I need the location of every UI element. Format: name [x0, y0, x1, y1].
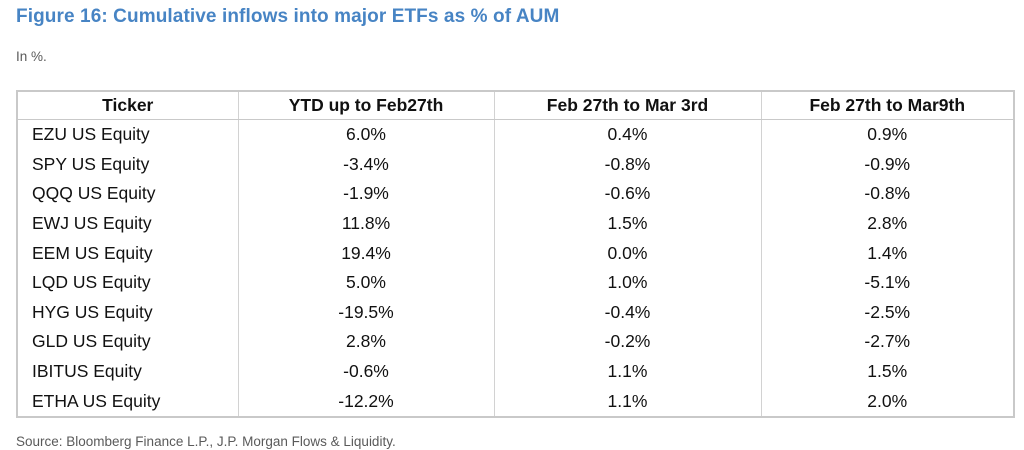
column-header-ytd: YTD up to Feb27th	[237, 91, 494, 120]
value-cell: 1.1%	[493, 386, 761, 417]
value-cell: 1.0%	[493, 267, 761, 298]
table-header: Ticker YTD up to Feb27th Feb 27th to Mar…	[17, 91, 1014, 120]
value-cell: 19.4%	[237, 238, 494, 268]
ticker-cell: QQQ US Equity	[32, 183, 156, 204]
value-cell: 2.8%	[760, 208, 1014, 239]
column-header-ticker: Ticker	[17, 91, 238, 120]
table-row: ETHA US Equity -12.2% 1.1% 2.0%	[17, 386, 1014, 417]
value-cell: 11.8%	[237, 208, 494, 239]
etf-flows-table: Ticker YTD up to Feb27th Feb 27th to Mar…	[16, 90, 1015, 418]
source-note: Source: Bloomberg Finance L.P., J.P. Mor…	[16, 433, 396, 449]
table-row: QQQ US Equity -1.9% -0.6% -0.8%	[17, 179, 1014, 209]
value-cell: 1.4%	[760, 238, 1014, 268]
value-cell: -0.6%	[493, 179, 761, 209]
ticker-cell: SPY US Equity	[32, 153, 150, 174]
table-row: SPY US Equity -3.4% -0.8% -0.9%	[17, 149, 1014, 180]
value-cell: -5.1%	[760, 267, 1014, 298]
value-cell: -2.7%	[760, 327, 1014, 357]
value-cell: 0.9%	[760, 119, 1014, 150]
column-header-feb27-mar9: Feb 27th to Mar9th	[760, 91, 1014, 120]
value-cell: -0.4%	[493, 297, 761, 328]
value-cell: 2.8%	[237, 327, 494, 357]
ticker-cell: ETHA US Equity	[32, 390, 161, 411]
ticker-cell: IBITUS Equity	[32, 361, 142, 382]
value-cell: 6.0%	[237, 119, 494, 150]
ticker-cell: LQD US Equity	[32, 272, 151, 293]
value-cell: -0.8%	[493, 149, 761, 180]
header-row: Ticker YTD up to Feb27th Feb 27th to Mar…	[17, 91, 1014, 120]
table-row: GLD US Equity 2.8% -0.2% -2.7%	[17, 327, 1014, 357]
table-row: LQD US Equity 5.0% 1.0% -5.1%	[17, 267, 1014, 298]
table-row: HYG US Equity -19.5% -0.4% -2.5%	[17, 297, 1014, 328]
value-cell: -0.8%	[760, 179, 1014, 209]
value-cell: 1.1%	[493, 356, 761, 387]
ticker-cell: EEM US Equity	[32, 242, 153, 263]
column-header-feb27-mar3: Feb 27th to Mar 3rd	[493, 91, 761, 120]
value-cell: -12.2%	[237, 386, 494, 417]
ticker-cell: EZU US Equity	[32, 124, 150, 145]
figure-title: Figure 16: Cumulative inflows into major…	[16, 6, 560, 27]
etf-table-body: EZU US Equity 6.0% 0.4% 0.9% SPY US Equity -3…	[17, 119, 1014, 417]
table-row: IBITUS Equity -0.6% 1.1% 1.5%	[17, 356, 1014, 387]
value-cell: -0.2%	[493, 327, 761, 357]
value-cell: 0.0%	[493, 238, 761, 268]
table-row: EEM US Equity 19.4% 0.0% 1.4%	[17, 238, 1014, 268]
value-cell: 2.0%	[760, 386, 1014, 417]
value-cell: -2.5%	[760, 297, 1014, 328]
ticker-cell: HYG US Equity	[32, 301, 153, 322]
ticker-cell: GLD US Equity	[32, 331, 151, 352]
value-cell: 5.0%	[237, 267, 494, 298]
value-cell: -0.9%	[760, 149, 1014, 180]
table-row: EZU US Equity 6.0% 0.4% 0.9%	[17, 119, 1014, 150]
value-cell: -0.6%	[237, 356, 494, 387]
table-row: EWJ US Equity 11.8% 1.5% 2.8%	[17, 208, 1014, 239]
value-cell: -19.5%	[237, 297, 494, 328]
ticker-cell: EWJ US Equity	[32, 213, 152, 234]
value-cell: 1.5%	[493, 208, 761, 239]
value-cell: -1.9%	[237, 179, 494, 209]
value-cell: 0.4%	[493, 119, 761, 150]
value-cell: -3.4%	[237, 149, 494, 180]
figure-subtitle: In %.	[16, 49, 47, 64]
value-cell: 1.5%	[760, 356, 1014, 387]
